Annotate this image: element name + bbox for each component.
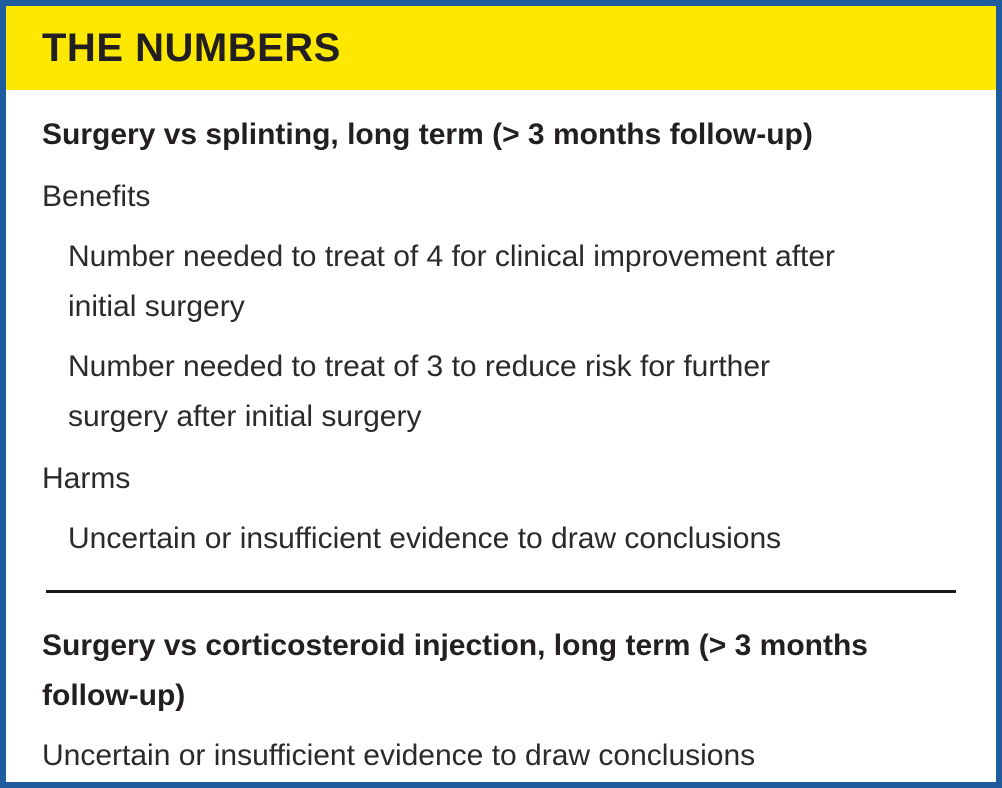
benefits-label: Benefits	[42, 180, 151, 213]
panel-title: THE NUMBERS	[42, 25, 341, 70]
section-heading-splinting: Surgery vs splinting, long term (> 3 mon…	[42, 118, 813, 151]
benefit-item-nnt4: Number needed to treat of 4 for clinical…	[68, 240, 836, 323]
harms-item-uncertain: Uncertain or insufficient evidence to dr…	[68, 522, 782, 555]
benefit-item-nnt3: Number needed to treat of 3 to reduce ri…	[68, 350, 771, 433]
section-heading-corticosteroid: Surgery vs corticosteroid injection, lon…	[42, 629, 868, 712]
panel-header: THE NUMBERS	[6, 6, 996, 90]
panel-content: Surgery vs splinting, long term (> 3 mon…	[6, 90, 996, 781]
harms-label: Harms	[42, 462, 131, 495]
corticosteroid-note-uncertain: Uncertain or insufficient evidence to dr…	[42, 739, 756, 772]
section-divider	[46, 590, 956, 593]
